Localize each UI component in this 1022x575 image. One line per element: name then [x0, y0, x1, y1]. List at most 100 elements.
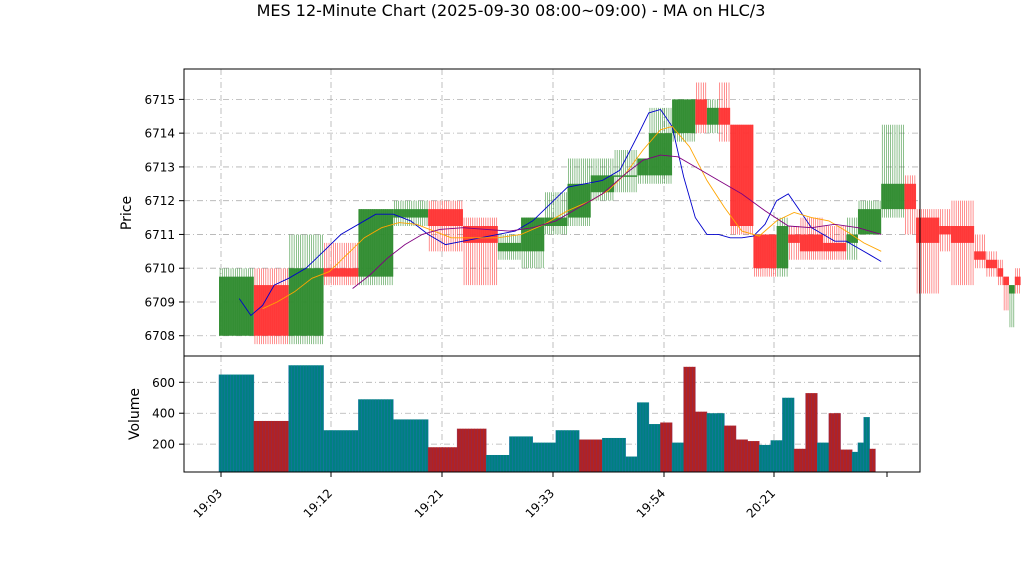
candlestick: [219, 268, 254, 336]
candle-body: [544, 217, 568, 227]
candlestick: [753, 234, 777, 277]
candle-body: [521, 217, 545, 252]
candle-body: [613, 175, 638, 177]
candle-body: [846, 234, 858, 243]
price-tick-label: 6715: [144, 93, 175, 107]
price-panel: 6708 6709 6710 6711 6712 6713 6714 6715 Price: [119, 68, 1021, 357]
candlestick: [916, 209, 940, 294]
x-tick-label: 19:21: [412, 486, 446, 520]
candlestick: [939, 209, 951, 252]
candlestick: [718, 82, 731, 142]
candlestick: [950, 200, 975, 286]
candlestick: [590, 158, 614, 201]
volume-bar: [253, 420, 289, 472]
candle-body: [590, 175, 614, 193]
candlestick: [846, 217, 858, 260]
candle-body: [974, 251, 986, 260]
candlestick: [323, 242, 359, 286]
price-tick-label: 6709: [144, 295, 175, 309]
candlestick: [799, 217, 824, 260]
x-tick-label: 19:12: [301, 486, 335, 520]
candle-body: [706, 107, 719, 125]
volume-bar: [323, 430, 359, 472]
candlestick: [288, 234, 324, 345]
ma-fast-line: [238, 108, 882, 317]
volume-bar: [671, 442, 684, 472]
moving-average-lines: [238, 108, 882, 317]
volume-bar: [758, 444, 772, 472]
ma-slow-line: [352, 154, 882, 289]
candlestick: [637, 158, 649, 184]
price-tick-label: 6708: [144, 329, 175, 343]
price-axis-label: Price: [119, 196, 135, 230]
volume-bar: [456, 428, 487, 472]
candlestick: [857, 200, 882, 235]
volume-bar: [555, 430, 580, 472]
volume-bar: [840, 449, 853, 472]
candlestick: [776, 217, 789, 277]
volume-tick-label: 600: [152, 376, 175, 390]
candle-body: [1003, 276, 1009, 286]
price-y-ticks: 6708 6709 6710 6711 6712 6713 6714 6715: [144, 93, 184, 343]
candlestick: [823, 226, 847, 260]
candle-body: [904, 183, 917, 210]
volume-y-ticks: 200 400 600: [152, 376, 184, 452]
candlestick: [613, 150, 638, 193]
candle-body: [323, 268, 359, 277]
volume-bar: [782, 397, 795, 472]
x-tick-label: 19:54: [634, 486, 668, 520]
candlestick: [648, 107, 673, 184]
candlestick: [672, 99, 696, 142]
candle-body: [288, 268, 324, 336]
candle-body: [985, 259, 998, 269]
volume-panel: 200 400 600 Volume: [127, 355, 921, 473]
candle-body: [776, 226, 789, 269]
candlestick: [544, 192, 568, 235]
candlestick: [695, 82, 707, 134]
candlestick: [706, 99, 719, 134]
candle-body: [881, 183, 905, 210]
candlestick: [253, 268, 289, 345]
candlestick: [985, 251, 998, 277]
candle-body: [428, 209, 463, 227]
volume-bar: [747, 441, 760, 472]
candlestick: [393, 200, 429, 227]
candle-body: [637, 158, 649, 176]
candlestick: [462, 217, 498, 286]
candlestick: [497, 234, 522, 260]
volume-bar: [869, 448, 876, 472]
candlestick: [1014, 268, 1021, 294]
volume-bar: [817, 442, 830, 472]
candlestick: [730, 124, 754, 235]
volume-bar: [485, 454, 510, 472]
chart-title: MES 12-Minute Chart (2025-09-30 08:00~09…: [256, 1, 766, 20]
volume-bar: [828, 413, 841, 472]
candle-body: [695, 99, 707, 125]
volume-bar: [660, 422, 673, 472]
candle-body: [672, 99, 696, 134]
candle-body: [730, 124, 754, 227]
candle-body: [799, 234, 824, 252]
volume-bar: [427, 447, 458, 472]
x-tick-label: 20:21: [744, 486, 778, 520]
candlestick: [997, 259, 1004, 286]
candle-body: [788, 234, 800, 243]
candle-body: [253, 285, 289, 336]
candle-body: [567, 183, 591, 218]
volume-bar: [724, 425, 737, 472]
volume-bar: [770, 440, 783, 472]
candle-body: [950, 226, 975, 243]
volume-bar: [625, 456, 638, 472]
volume-bar: [735, 439, 748, 472]
candlestick: [904, 175, 917, 235]
volume-bar: [393, 419, 429, 472]
x-tick-label: 19:33: [523, 486, 557, 520]
volume-bar: [805, 393, 818, 472]
candlestick: [881, 124, 905, 218]
candlestick: [974, 234, 986, 269]
candle-body: [857, 209, 882, 235]
price-tick-label: 6712: [144, 194, 175, 208]
volume-bar: [857, 442, 865, 472]
x-axis-ticks: 19:03 19:12 19:21 19:33 19:54 20:21: [191, 472, 888, 521]
